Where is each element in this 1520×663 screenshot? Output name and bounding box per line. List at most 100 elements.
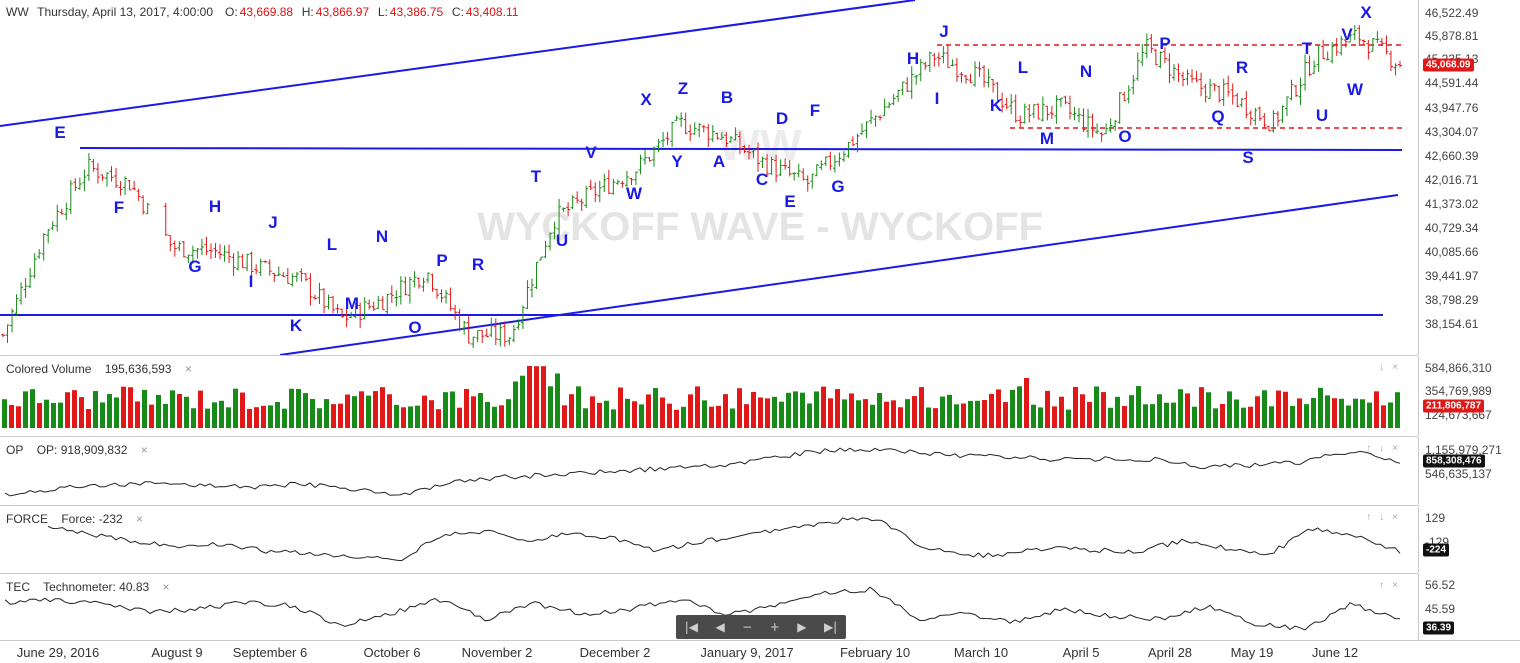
- volume-bar: [401, 407, 406, 428]
- volume-bar: [751, 391, 756, 428]
- zoom-out-icon[interactable]: −: [742, 620, 753, 634]
- volume-bar: [394, 404, 399, 428]
- force-close-icon[interactable]: ×: [136, 512, 144, 526]
- volume-pane-controls[interactable]: ↓×: [1379, 362, 1406, 373]
- volume-bar: [667, 403, 672, 428]
- tec-pane[interactable]: TEC Technometer: 40.83 × ↑×: [0, 574, 1418, 640]
- wave-label-n: N: [376, 227, 388, 246]
- wave-label-r: R: [1236, 58, 1248, 77]
- tec-axis[interactable]: 56.52 45.59 36.39: [1418, 574, 1520, 640]
- wave-label-j: J: [268, 213, 277, 232]
- op-axis[interactable]: 1,155,979,271 546,635,137 858,308,476: [1418, 437, 1520, 505]
- volume-bar: [156, 394, 161, 428]
- volume-bar: [296, 388, 301, 428]
- volume-bar: [1297, 398, 1302, 428]
- price-tick-label: 45,878.81: [1425, 29, 1479, 43]
- volume-bar: [1360, 399, 1365, 428]
- volume-bar: [898, 407, 903, 428]
- volume-bar: [387, 394, 392, 428]
- volume-bar: [135, 401, 140, 428]
- volume-bar: [1339, 398, 1344, 428]
- volume-bar: [261, 405, 266, 428]
- force-value-tag: -224: [1423, 543, 1450, 557]
- volume-close-icon[interactable]: ×: [184, 362, 192, 376]
- wave-label-e: E: [784, 192, 795, 211]
- tec-pane-controls[interactable]: ↑×: [1379, 580, 1406, 591]
- volume-bar: [1136, 386, 1141, 428]
- volume-bar: [219, 400, 224, 428]
- volume-bar: [191, 408, 196, 428]
- volume-bar: [51, 402, 56, 428]
- volume-bar: [149, 404, 154, 428]
- volume-bar: [457, 407, 462, 428]
- volume-bar: [429, 400, 434, 428]
- volume-bar: [863, 399, 868, 428]
- volume-bar: [128, 387, 133, 428]
- wave-label-o: O: [408, 318, 421, 337]
- price-tick-label: 41,373.02: [1425, 197, 1479, 211]
- wave-label-t: T: [531, 167, 542, 186]
- volume-bar: [1010, 389, 1015, 428]
- wave-label-m: M: [345, 294, 359, 313]
- volume-bar: [450, 391, 455, 428]
- volume-bar: [758, 397, 763, 428]
- op-line: [4, 447, 1401, 497]
- tec-close-icon[interactable]: ×: [162, 580, 170, 594]
- volume-bar: [1213, 408, 1218, 428]
- volume-bar: [1234, 399, 1239, 428]
- op-pane[interactable]: OP OP: 918,909,832 × ↑↓×: [0, 437, 1418, 506]
- price-pane[interactable]: WYCKOFF WAVE - WYCKOFF WW E F G H I J K L M N O P R T U V…: [0, 0, 1418, 356]
- volume-bar: [366, 395, 371, 428]
- volume-bar: [422, 395, 427, 428]
- scroll-left-icon[interactable]: ◀: [715, 620, 725, 634]
- volume-bar: [254, 407, 259, 428]
- scroll-last-icon[interactable]: ▶|: [823, 620, 838, 634]
- force-axis[interactable]: 129 -129 -224: [1418, 506, 1520, 573]
- volume-bar: [597, 402, 602, 428]
- date-tick-label: January 9, 2017: [700, 645, 794, 660]
- close-icon: ×: [1392, 512, 1406, 523]
- chart-navigation[interactable]: |◀ ◀ − + ▶ ▶|: [676, 615, 846, 639]
- bar-date: Thursday, April 13, 2017, 4:00:00: [37, 5, 214, 19]
- volume-bar: [408, 406, 413, 428]
- price-axis[interactable]: 46,522.4945,878.8145,235.1344,591.4443,9…: [1418, 0, 1520, 355]
- force-title: FORCE Force: -232 ×: [6, 512, 144, 526]
- date-axis[interactable]: June 29, 2016 August 9 September 6 October …: [0, 640, 1520, 663]
- wave-label-c: C: [756, 170, 768, 189]
- volume-pane[interactable]: Colored Volume 195,636,593 × ↓×: [0, 356, 1418, 437]
- volume-bar: [37, 403, 42, 428]
- wave-label-f: F: [114, 198, 124, 217]
- volume-bar: [576, 386, 581, 428]
- volume-bar: [1017, 386, 1022, 428]
- volume-bar: [513, 381, 518, 428]
- move-down-icon: ↓: [1379, 362, 1393, 373]
- force-pane-controls[interactable]: ↑↓×: [1366, 512, 1406, 523]
- force-pane[interactable]: FORCE Force: -232 × ↑↓×: [0, 506, 1418, 574]
- zoom-in-icon[interactable]: +: [769, 620, 780, 634]
- volume-bar: [527, 366, 532, 428]
- volume-bar: [506, 399, 511, 428]
- move-down-icon: ↓: [1379, 443, 1393, 454]
- move-up-icon: ↑: [1366, 443, 1380, 454]
- date-tick-label: November 2: [461, 645, 533, 660]
- volume-bar: [198, 390, 203, 428]
- op-close-icon[interactable]: ×: [140, 443, 148, 457]
- wave-label-j: J: [939, 22, 948, 41]
- upper-channel-line: [0, 0, 916, 127]
- op-tick-label: 546,635,137: [1425, 467, 1492, 481]
- force-chart: [47, 517, 1401, 562]
- date-tick-label: April 28: [1147, 645, 1193, 660]
- volume-bar: [947, 394, 952, 428]
- volume-axis[interactable]: 584,866,310 354,769,989 124,673,667 211,806…: [1418, 356, 1520, 436]
- price-tick-label: 40,085.66: [1425, 245, 1479, 259]
- volume-bar: [814, 391, 819, 428]
- volume-bar: [485, 401, 490, 428]
- op-pane-controls[interactable]: ↑↓×: [1366, 443, 1406, 454]
- scroll-first-icon[interactable]: |◀: [684, 620, 699, 634]
- volume-bar: [1227, 391, 1232, 428]
- scroll-right-icon[interactable]: ▶: [797, 620, 807, 634]
- lower-channel-line: [279, 194, 1399, 355]
- date-tick-label: June 29, 2016: [16, 645, 100, 660]
- date-tick-label: June 12: [1311, 645, 1359, 660]
